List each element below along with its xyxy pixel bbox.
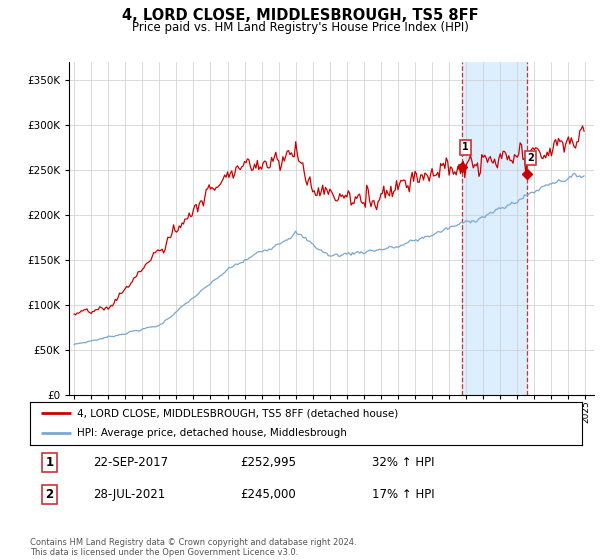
Text: Contains HM Land Registry data © Crown copyright and database right 2024.
This d: Contains HM Land Registry data © Crown c… xyxy=(30,538,356,557)
Text: £252,995: £252,995 xyxy=(240,456,296,469)
Text: Price paid vs. HM Land Registry's House Price Index (HPI): Price paid vs. HM Land Registry's House … xyxy=(131,21,469,34)
Text: 17% ↑ HPI: 17% ↑ HPI xyxy=(372,488,435,501)
Text: 28-JUL-2021: 28-JUL-2021 xyxy=(94,488,166,501)
Bar xyxy=(462,62,527,395)
Text: 4, LORD CLOSE, MIDDLESBROUGH, TS5 8FF: 4, LORD CLOSE, MIDDLESBROUGH, TS5 8FF xyxy=(122,8,478,24)
Text: 32% ↑ HPI: 32% ↑ HPI xyxy=(372,456,435,469)
Text: 1: 1 xyxy=(462,142,469,152)
Text: 2: 2 xyxy=(527,153,534,163)
Text: 1: 1 xyxy=(45,456,53,469)
Text: 2: 2 xyxy=(45,488,53,501)
Text: HPI: Average price, detached house, Middlesbrough: HPI: Average price, detached house, Midd… xyxy=(77,428,347,438)
Text: 4, LORD CLOSE, MIDDLESBROUGH, TS5 8FF (detached house): 4, LORD CLOSE, MIDDLESBROUGH, TS5 8FF (d… xyxy=(77,408,398,418)
Text: 22-SEP-2017: 22-SEP-2017 xyxy=(94,456,169,469)
Text: £245,000: £245,000 xyxy=(240,488,296,501)
